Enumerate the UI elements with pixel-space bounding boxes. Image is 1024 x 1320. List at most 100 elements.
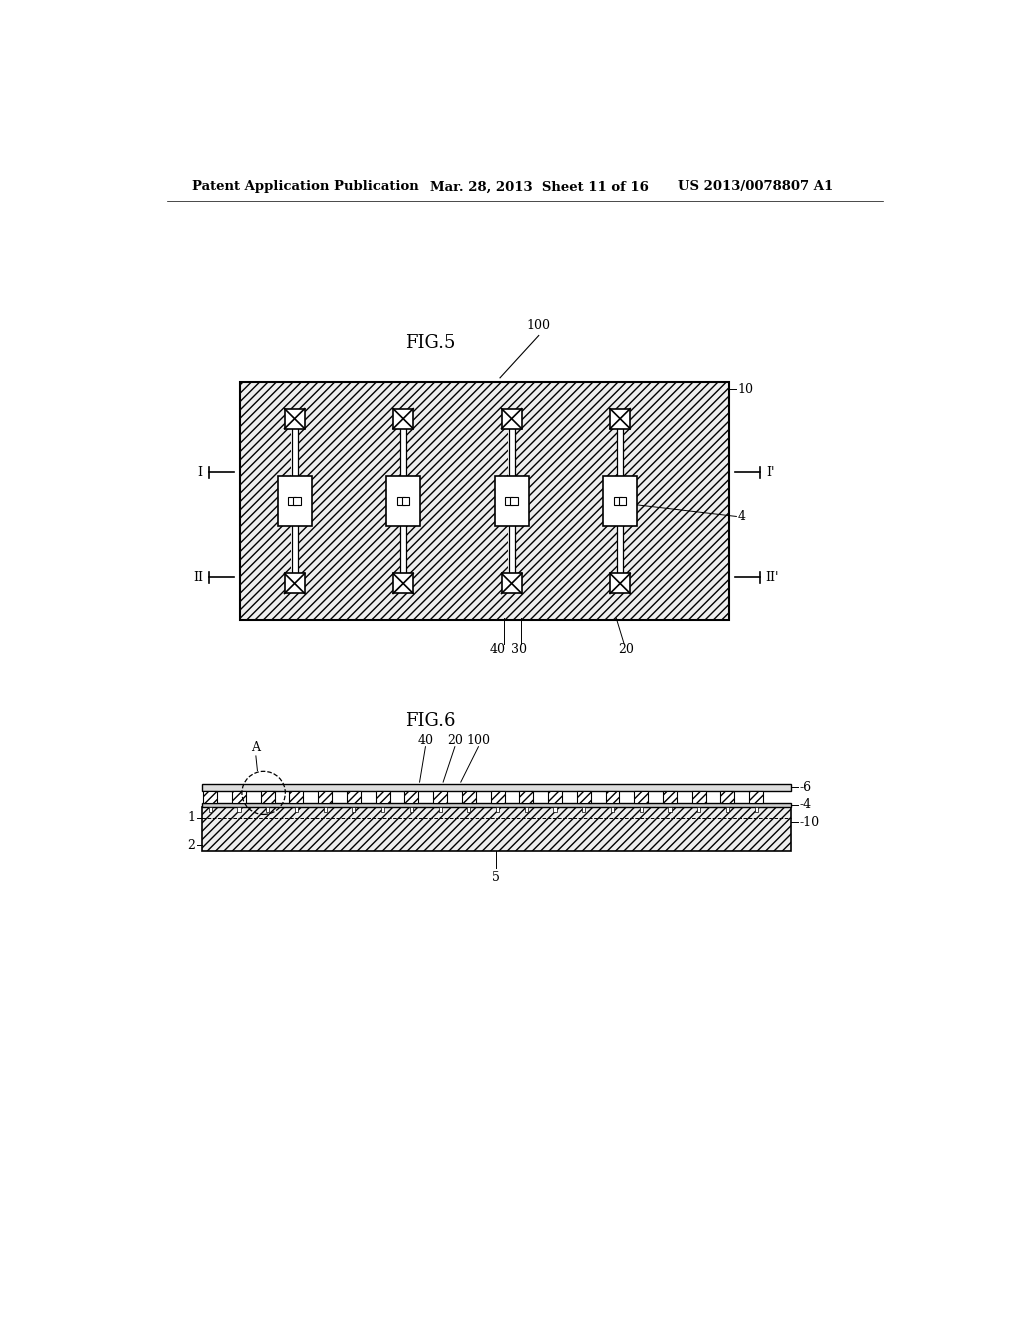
Bar <box>386 477 420 527</box>
Bar <box>721 791 734 803</box>
Bar <box>204 791 217 803</box>
Bar <box>610 573 630 594</box>
Bar <box>467 807 470 812</box>
Text: 30: 30 <box>511 643 527 656</box>
Text: Mar. 28, 2013  Sheet 11 of 16: Mar. 28, 2013 Sheet 11 of 16 <box>430 181 649 194</box>
Bar <box>577 791 591 803</box>
Text: 100: 100 <box>467 734 490 747</box>
Bar <box>291 429 298 477</box>
Bar <box>691 791 706 803</box>
Bar <box>610 409 630 429</box>
Bar <box>397 498 404 506</box>
Bar <box>318 791 332 803</box>
Bar <box>278 477 311 527</box>
Bar <box>393 573 414 594</box>
Bar <box>490 791 505 803</box>
Text: 10: 10 <box>738 383 754 396</box>
Text: II: II <box>194 572 204 583</box>
Bar <box>750 791 763 803</box>
Bar <box>548 791 562 803</box>
Bar <box>324 807 327 812</box>
Text: Patent Application Publication: Patent Application Publication <box>191 181 418 194</box>
Bar <box>290 791 303 803</box>
Bar <box>634 791 648 803</box>
Bar <box>462 791 476 803</box>
Text: 40: 40 <box>418 734 433 747</box>
Bar <box>495 477 528 527</box>
Text: 2: 2 <box>187 838 196 851</box>
Text: FIG.5: FIG.5 <box>406 334 456 352</box>
Bar <box>583 807 586 812</box>
Bar <box>640 807 643 812</box>
Bar <box>634 791 648 803</box>
Bar <box>204 791 217 803</box>
Bar <box>401 498 410 506</box>
Bar <box>669 807 672 812</box>
Bar <box>232 791 246 803</box>
Bar <box>202 807 791 851</box>
Bar <box>347 791 360 803</box>
Bar <box>519 791 534 803</box>
Bar <box>238 807 241 812</box>
Bar <box>519 791 534 803</box>
Bar <box>510 498 518 506</box>
Text: I: I <box>198 466 203 479</box>
Bar <box>241 381 729 620</box>
Bar <box>410 807 413 812</box>
Bar <box>285 409 305 429</box>
Bar <box>399 429 407 477</box>
Bar <box>616 527 624 573</box>
Bar <box>697 807 700 812</box>
Bar <box>502 409 521 429</box>
Bar <box>293 498 301 506</box>
Bar <box>508 429 515 477</box>
Text: A: A <box>251 742 260 755</box>
Bar <box>393 409 414 429</box>
Bar <box>202 803 791 807</box>
Text: 20: 20 <box>446 734 463 747</box>
Text: I': I' <box>766 466 775 479</box>
Bar <box>691 791 706 803</box>
Bar <box>554 807 557 812</box>
Bar <box>209 807 212 812</box>
Bar <box>232 791 246 803</box>
Bar <box>502 573 521 594</box>
Text: 4: 4 <box>738 510 745 523</box>
Bar <box>721 791 734 803</box>
Bar <box>548 791 562 803</box>
Bar <box>261 791 274 803</box>
Bar <box>290 791 303 803</box>
Bar <box>202 784 791 791</box>
Bar <box>577 791 591 803</box>
Bar <box>663 791 677 803</box>
Text: 20: 20 <box>618 643 634 656</box>
Bar <box>611 807 614 812</box>
Bar <box>318 791 332 803</box>
Bar <box>352 807 355 812</box>
Text: FIG.6: FIG.6 <box>406 711 456 730</box>
Bar <box>726 807 729 812</box>
Bar <box>295 807 298 812</box>
Bar <box>616 429 624 477</box>
Text: -10: -10 <box>800 816 820 829</box>
Bar <box>755 807 758 812</box>
Text: -4: -4 <box>800 799 812 812</box>
Bar <box>433 791 447 803</box>
Bar <box>462 791 476 803</box>
Bar <box>285 573 305 594</box>
Bar <box>438 807 441 812</box>
Bar <box>614 498 622 506</box>
Text: II': II' <box>765 572 779 583</box>
Bar <box>663 791 677 803</box>
Bar <box>605 791 620 803</box>
Bar <box>490 791 505 803</box>
Bar <box>376 791 389 803</box>
Bar <box>289 498 296 506</box>
Bar <box>404 791 419 803</box>
Bar <box>347 791 360 803</box>
Bar <box>399 527 407 573</box>
Text: 1: 1 <box>187 810 196 824</box>
Bar <box>376 791 389 803</box>
Bar <box>291 527 298 573</box>
Bar <box>605 791 620 803</box>
